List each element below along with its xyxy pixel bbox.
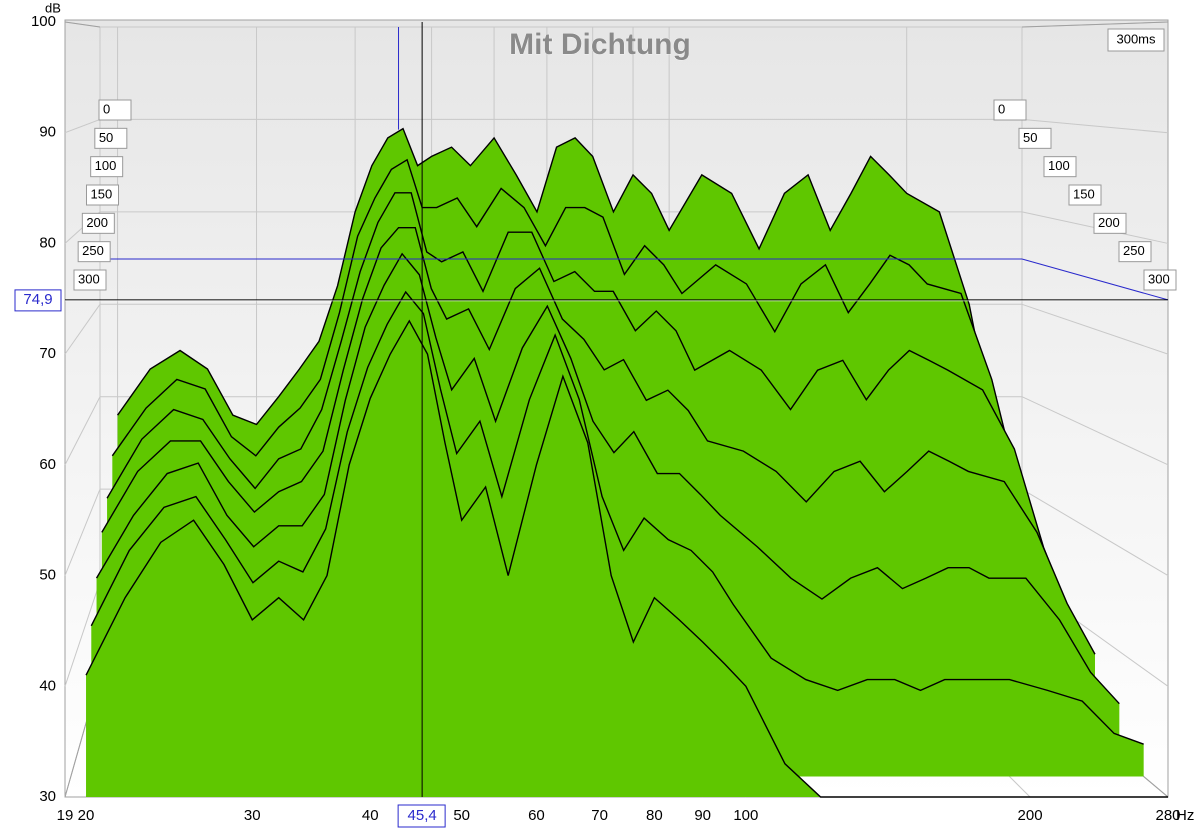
x-tick-label: 200 — [1018, 807, 1043, 824]
z-tick-label: 0 — [998, 101, 1005, 116]
slice-line — [90, 290, 1144, 745]
x-tick-label: 19 — [57, 807, 74, 824]
frame-edge — [64, 21, 101, 28]
z-tick-box — [73, 269, 107, 291]
slice-line — [85, 319, 1168, 798]
x-tick-label: 60 — [528, 807, 545, 824]
z-tick-box — [1068, 184, 1102, 206]
y-tick-label: 90 — [39, 124, 56, 141]
z-tick-box — [1093, 212, 1127, 234]
x-tick-label: 50 — [453, 807, 470, 824]
z-tick-label: 300 — [78, 271, 100, 286]
slice-line — [117, 127, 1023, 536]
z-tick-label: 200 — [86, 215, 108, 230]
z-tick-label: 250 — [82, 243, 104, 258]
z-tick-label: 300 — [1148, 271, 1170, 286]
x-tick-label: 280 — [1155, 807, 1180, 824]
overlay — [65, 22, 1169, 797]
z-tick-box — [1018, 127, 1052, 149]
y-tick-label: 80 — [39, 234, 56, 251]
y-tick-label: 50 — [39, 567, 56, 584]
grid-line — [64, 581, 101, 687]
y-tick-label: 30 — [39, 788, 56, 805]
grid-line — [1021, 118, 1169, 134]
z-tick-label: 150 — [91, 186, 113, 201]
grid-line — [1021, 488, 1169, 577]
z-tick-label: 50 — [1023, 130, 1037, 145]
time-label-box — [1107, 28, 1165, 52]
slice-fill — [86, 320, 1168, 797]
cursor-side-y — [1021, 258, 1169, 301]
cursor-y-box — [14, 289, 62, 312]
grid-line — [64, 396, 101, 466]
x-axis-label: Hz — [1176, 807, 1194, 824]
grid-line — [64, 488, 101, 576]
grid-line — [64, 118, 101, 134]
slices — [85, 127, 1168, 798]
y-tick-label: 60 — [39, 456, 56, 473]
cursor-x-label: 45,4 — [408, 807, 437, 824]
y-tick-label: 40 — [39, 677, 56, 694]
slice-line — [106, 192, 1072, 617]
y-tick-label: 100 — [31, 13, 56, 30]
x-tick-label: 80 — [646, 807, 663, 824]
z-tick-box — [1143, 269, 1177, 291]
slice-line — [101, 226, 1096, 655]
z-tick-box — [1118, 241, 1152, 263]
z-tick-label: 100 — [95, 158, 117, 173]
z-tick-box — [90, 156, 124, 178]
time-label: 300ms — [1116, 31, 1156, 46]
x-tick-label: 100 — [733, 807, 758, 824]
slice-line — [95, 252, 1120, 705]
z-tick-box — [98, 99, 132, 121]
z-tick-label: 200 — [1098, 215, 1120, 230]
z-tick-box — [86, 184, 119, 206]
z-tick-label: 50 — [99, 130, 113, 145]
z-tick-box — [993, 99, 1027, 121]
x-tick-label: 40 — [362, 807, 379, 824]
z-tick-label: 100 — [1048, 158, 1070, 173]
x-tick-label: 30 — [244, 807, 261, 824]
cursor-y-label: 74,9 — [23, 291, 52, 308]
z-tick-box — [1043, 156, 1077, 178]
z-tick-label: 150 — [1073, 186, 1095, 201]
y-tick-label: 70 — [39, 345, 56, 362]
cursor-x-box — [397, 804, 446, 828]
frame-edge — [1021, 21, 1169, 28]
x-tick-label: 90 — [694, 807, 711, 824]
grid-line — [1021, 303, 1169, 355]
chart-title: Mit Dichtung — [509, 28, 691, 61]
z-tick-box — [77, 241, 111, 263]
x-tick-label: 20 — [78, 807, 95, 824]
z-tick-label: 0 — [103, 101, 110, 116]
z-tick-box — [81, 212, 115, 234]
grid-line — [64, 303, 101, 355]
slice-line — [111, 158, 1048, 581]
grid-line — [1021, 396, 1169, 466]
z-tick-label: 250 — [1123, 243, 1145, 258]
z-tick-box — [94, 127, 128, 149]
y-axis-label: dB — [45, 0, 61, 15]
x-tick-label: 70 — [591, 807, 608, 824]
